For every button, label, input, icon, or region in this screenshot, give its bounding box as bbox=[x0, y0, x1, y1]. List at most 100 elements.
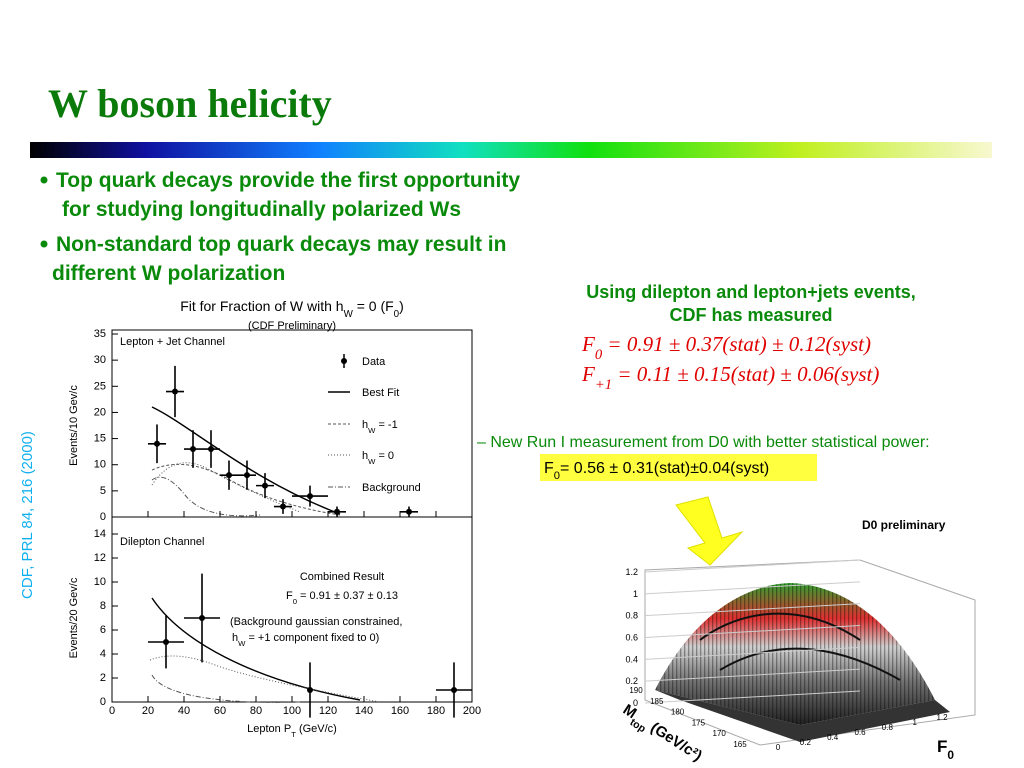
legend-label: hW = -1 bbox=[362, 419, 398, 435]
background-curve bbox=[151, 674, 301, 703]
y-tick-label: 2 bbox=[100, 672, 106, 684]
panel-label: Lepton + Jet Channel bbox=[120, 336, 225, 348]
text-part: W bbox=[368, 426, 376, 435]
text-part: F bbox=[581, 332, 595, 356]
hw-zero-curve bbox=[149, 655, 381, 703]
x-tick-label: 0 bbox=[109, 705, 115, 717]
plot-title: Fit for Fraction of W with hW = 0 (F0) bbox=[180, 298, 404, 320]
text-part: Combined Result bbox=[300, 571, 384, 583]
bullet bbox=[40, 176, 48, 184]
x-tick-label: 180 bbox=[427, 705, 445, 717]
data-point bbox=[262, 482, 268, 489]
summary: CDF has measured bbox=[669, 305, 832, 325]
formula: F+1 = 0.11 ± 0.15(stat) ± 0.06(syst) bbox=[581, 362, 879, 393]
hw-zero-curve bbox=[151, 462, 301, 513]
data-point bbox=[172, 388, 178, 395]
note: hW = +1 component fixed to 0) bbox=[232, 632, 379, 648]
legend-label: Background bbox=[362, 482, 421, 494]
y-tick-label: 185 bbox=[650, 697, 664, 706]
data-point bbox=[190, 446, 196, 453]
bullet-text: different W polarization bbox=[52, 262, 285, 285]
y-tick-label: 10 bbox=[94, 576, 106, 588]
result-box bbox=[540, 454, 817, 481]
d0-note: – New Run I measurement from D0 with bet… bbox=[477, 434, 930, 451]
y-tick-label: 20 bbox=[94, 406, 106, 418]
x-tick-label: 200 bbox=[463, 705, 481, 717]
y-tick-label: 190 bbox=[629, 686, 643, 695]
legend-label: Best Fit bbox=[362, 387, 399, 399]
text-part: 0 bbox=[394, 309, 400, 320]
text-part: Best Fit bbox=[362, 387, 399, 399]
plot-label: D0 preliminary bbox=[862, 518, 946, 532]
x-tick-label: 20 bbox=[142, 705, 154, 717]
y-axis-label: Events/10 Gev/c bbox=[68, 385, 80, 466]
text-part: 0 bbox=[595, 347, 603, 363]
text-part: Data bbox=[362, 356, 386, 368]
data-point bbox=[406, 508, 412, 515]
x-tick-label: 100 bbox=[283, 705, 301, 717]
grid-line bbox=[644, 668, 861, 682]
z-tick-label: 0.8 bbox=[625, 611, 638, 621]
y-tick-label: 35 bbox=[94, 328, 106, 340]
data-point bbox=[244, 472, 250, 479]
slide-title: W boson helicity bbox=[48, 81, 332, 126]
x-tick-label: 0.2 bbox=[800, 738, 812, 747]
grid-line bbox=[644, 646, 861, 660]
cdf-plot: Fit for Fraction of W with hW = 0 (F0)(C… bbox=[68, 298, 481, 739]
x-tick-label: 0.6 bbox=[854, 728, 866, 737]
y-tick-label: 10 bbox=[94, 459, 106, 471]
data-point bbox=[226, 472, 232, 479]
text-part: W bbox=[238, 639, 246, 648]
x-tick-label: 0.8 bbox=[882, 723, 894, 732]
text-part: = 0.91 ± 0.37(stat) ± 0.12(syst) bbox=[602, 332, 871, 356]
data-point bbox=[280, 503, 286, 510]
z-tick-label: 1.2 bbox=[625, 567, 638, 577]
title-bar bbox=[30, 142, 992, 158]
data-point bbox=[307, 493, 313, 500]
data-point bbox=[154, 440, 160, 447]
y-tick-label: 0 bbox=[100, 696, 106, 708]
text-part: Lepton P bbox=[247, 723, 291, 735]
surface-base bbox=[655, 690, 950, 742]
x-tick-label: 120 bbox=[319, 705, 337, 717]
data-point bbox=[163, 639, 169, 645]
text-part: +1 bbox=[595, 377, 612, 393]
y-tick-label: 175 bbox=[692, 718, 706, 727]
y-tick-label: 165 bbox=[733, 740, 747, 749]
panel-label: Dilepton Channel bbox=[120, 536, 204, 548]
text-part: W bbox=[344, 309, 354, 320]
data-point bbox=[199, 615, 205, 621]
y-tick-label: 25 bbox=[94, 380, 106, 392]
text-part: h bbox=[362, 419, 368, 431]
y-axis-label: Mtop (GeV/c²) bbox=[617, 701, 705, 768]
text-part: ) bbox=[399, 298, 404, 314]
data-point bbox=[208, 446, 214, 453]
text-part: 0 bbox=[554, 470, 560, 482]
y-tick-label: 0 bbox=[100, 511, 106, 523]
text-part: = 0 (F bbox=[353, 298, 394, 314]
x-tick-label: 160 bbox=[391, 705, 409, 717]
z-tick-label: 0.6 bbox=[625, 633, 638, 643]
surface-texture bbox=[655, 583, 935, 725]
y-tick-label: 6 bbox=[100, 624, 106, 636]
text-part: F bbox=[581, 362, 595, 386]
data-point bbox=[334, 508, 340, 515]
y-tick-label: 4 bbox=[100, 648, 106, 660]
text-part: F bbox=[544, 460, 554, 477]
x-tick-label: 1 bbox=[912, 718, 917, 727]
bullet-text: for studying longitudinally polarized Ws bbox=[62, 198, 461, 221]
z-tick-label: 1 bbox=[633, 589, 638, 599]
y-tick-label: 30 bbox=[94, 354, 106, 366]
note: Combined Result bbox=[300, 571, 384, 583]
z-tick-label: 0 bbox=[633, 698, 638, 708]
text-part: (GeV/c) bbox=[296, 723, 337, 735]
best-fit-curve bbox=[151, 597, 361, 701]
text-part: Fit for Fraction of W with h bbox=[180, 298, 343, 314]
legend-label: Data bbox=[362, 356, 386, 368]
y-tick-label: 180 bbox=[671, 708, 685, 717]
bullet-text: Non-standard top quark decays may result… bbox=[56, 233, 506, 256]
plot-subtitle: (CDF Preliminary) bbox=[248, 320, 336, 332]
note: F0 = 0.91 ± 0.37 ± 0.13 bbox=[286, 590, 398, 606]
text-part: = 0.56 ± 0.31(stat)±0.04(syst) bbox=[560, 460, 769, 477]
